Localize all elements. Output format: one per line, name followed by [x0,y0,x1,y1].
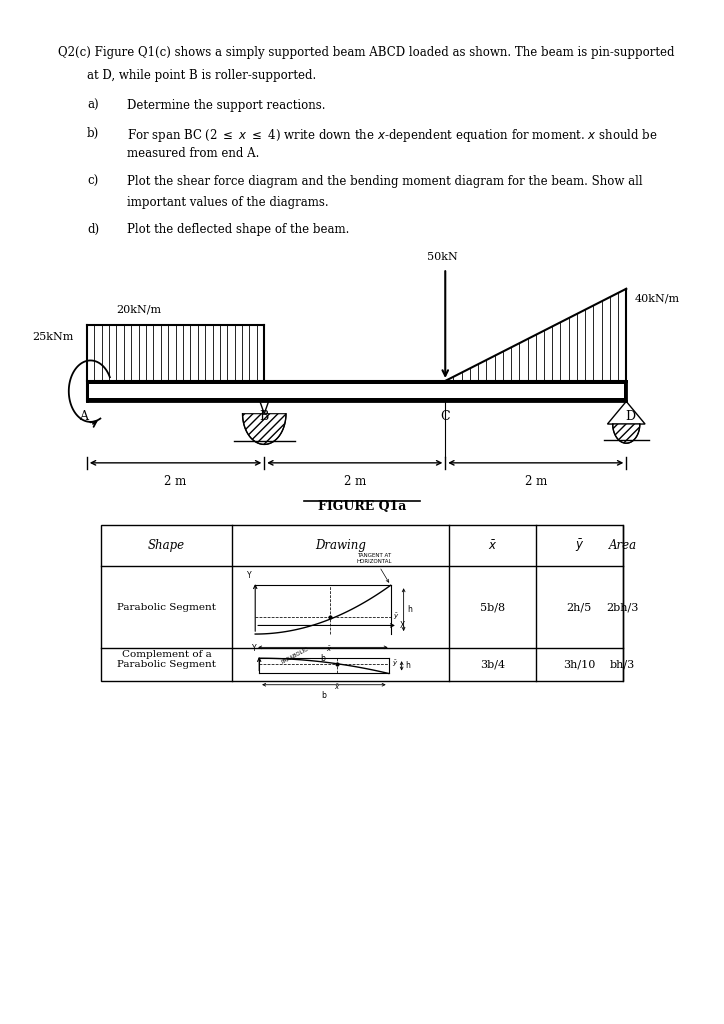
Text: C: C [440,410,450,423]
Polygon shape [613,424,640,443]
Text: 2bh/3: 2bh/3 [607,602,639,612]
Text: 20kN/m: 20kN/m [116,304,161,314]
Text: PARABOLIC: PARABOLIC [281,647,310,666]
Text: X: X [400,621,405,630]
Text: h: h [405,662,410,671]
Bar [87,381,626,401]
Text: 25kNm: 25kNm [33,332,74,342]
Text: FIGURE Q1a: FIGURE Q1a [318,500,406,513]
Text: 5b/8: 5b/8 [480,602,505,612]
Text: 2 m: 2 m [525,475,547,488]
Bar [101,525,623,681]
Text: Complement of a
Parabolic Segment: Complement of a Parabolic Segment [117,650,216,669]
Text: Determine the support reactions.: Determine the support reactions. [127,99,325,113]
Polygon shape [260,401,269,414]
Text: TANGENT AT
HORIZONTAL: TANGENT AT HORIZONTAL [357,553,392,583]
Polygon shape [607,401,645,424]
Text: $\bar{x}$: $\bar{x}$ [488,539,497,553]
Text: A: A [79,410,88,423]
Text: Area: Area [609,540,636,552]
Text: 3h/10: 3h/10 [563,659,595,670]
Text: D: D [625,410,635,423]
Text: b: b [321,653,325,663]
Text: Plot the shear force diagram and the bending moment diagram for the beam. Show a: Plot the shear force diagram and the ben… [127,175,642,188]
Text: 3b/4: 3b/4 [480,659,505,670]
Text: $\bar{y}$: $\bar{y}$ [575,538,584,554]
Text: For span BC (2 $\leq$ $x$ $\leq$ 4) write down the $x$-dependent equation for mo: For span BC (2 $\leq$ $x$ $\leq$ 4) writ… [127,127,657,144]
Text: $\bar{x}$: $\bar{x}$ [334,683,340,692]
Text: B: B [260,410,269,423]
Text: b: b [321,691,327,699]
Text: $\bar{y}$: $\bar{y}$ [394,611,400,622]
Text: $\bar{y}$: $\bar{y}$ [392,658,398,670]
Text: Y: Y [252,644,256,653]
Text: 40kN/m: 40kN/m [635,294,680,304]
Text: a): a) [87,99,98,113]
Text: important values of the diagrams.: important values of the diagrams. [127,196,328,209]
Text: h: h [407,605,412,614]
Polygon shape [243,414,286,444]
Text: Parabolic Segment: Parabolic Segment [117,603,216,611]
Text: measured from end A.: measured from end A. [127,147,259,161]
Text: 2 m: 2 m [164,475,187,488]
Text: b): b) [87,127,99,140]
Text: Drawing: Drawing [315,540,366,552]
Text: 2 m: 2 m [344,475,366,488]
Text: Q2(c) Figure Q1(c) shows a simply supported beam ABCD loaded as shown. The beam : Q2(c) Figure Q1(c) shows a simply suppor… [58,46,675,59]
Text: 2h/5: 2h/5 [567,602,592,612]
Text: $\bar{x}$: $\bar{x}$ [327,644,333,653]
Text: c): c) [87,175,98,188]
Text: bh/3: bh/3 [610,659,635,670]
Bar [89,384,624,398]
Text: Y: Y [247,571,252,581]
Text: 50kN: 50kN [427,252,458,262]
Text: d): d) [87,223,99,237]
Text: at D, while point B is roller-supported.: at D, while point B is roller-supported. [87,69,316,82]
Text: Shape: Shape [148,540,185,552]
Text: Plot the deflected shape of the beam.: Plot the deflected shape of the beam. [127,223,349,237]
